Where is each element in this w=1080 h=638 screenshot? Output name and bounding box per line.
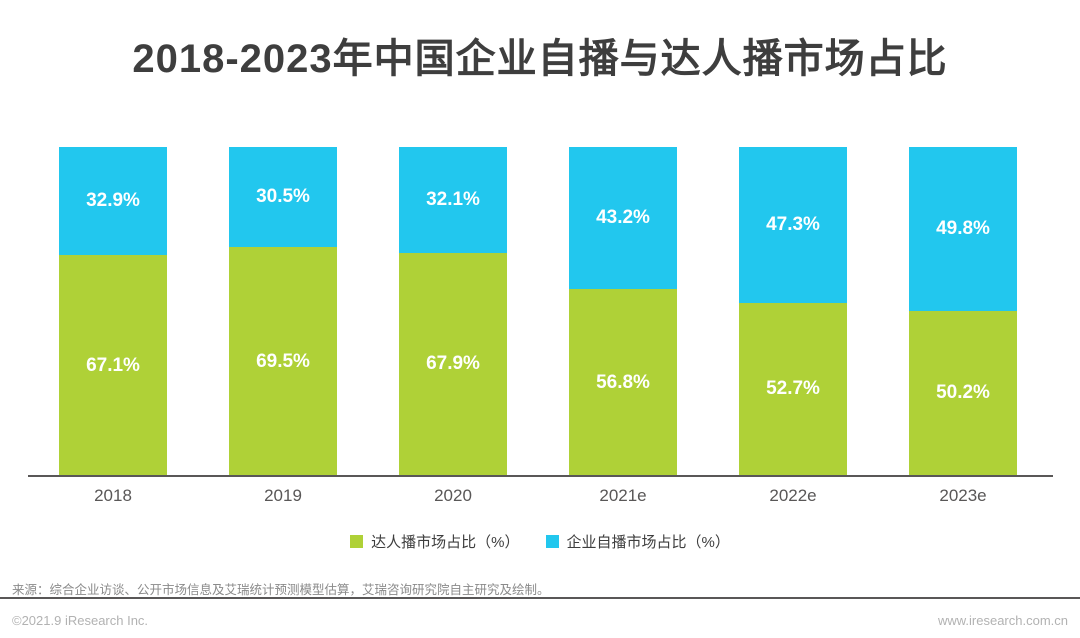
x-axis-label: 2020 [434,486,472,505]
bar-segment: 67.9% [399,252,507,476]
bar-segment: 32.9% [59,147,167,256]
x-axis-label: 2022e [769,486,817,505]
bar-2023e: 49.8% 50.2% [909,147,1017,476]
bar-2018: 32.9% 67.1% [59,147,167,476]
bar-segment: 47.3% [739,147,847,303]
x-axis-labels: 2018 2019 2020 2021e 2022e 2023e [59,486,1017,506]
x-axis-label: 2019 [264,486,302,505]
footer-bar: ©2021.9 iResearch Inc. www.iresearch.com… [12,613,1068,628]
x-axis-line [28,475,1053,477]
bar-segment: 67.1% [59,255,167,476]
value-label: 30.5% [256,186,310,208]
copyright-text: ©2021.9 iResearch Inc. [12,613,149,628]
bar-segment: 30.5% [229,147,337,248]
footer-divider [0,597,1080,599]
legend-swatch [545,535,559,548]
value-label: 49.8% [936,217,990,239]
source-note: 来源：综合企业访谈、公开市场信息及艾瑞统计预测模型估算，艾瑞咨询研究院自主研究及… [12,583,550,597]
legend-item: 企业自播市场占比（%） [545,531,730,552]
bar-segment: 43.2% [569,147,677,290]
bar-segment: 69.5% [229,247,337,476]
website-link[interactable]: www.iresearch.com.cn [937,613,1068,628]
bar-segment: 56.8% [569,289,677,476]
value-label: 50.2% [936,382,990,404]
bar-2022e: 47.3% 52.7% [739,147,847,476]
value-label: 69.5% [256,350,310,372]
bar-segment: 49.8% [909,147,1017,311]
value-label: 52.7% [766,378,820,400]
bar-2019: 30.5% 69.5% [229,147,337,476]
x-axis-label: 2018 [94,486,132,505]
legend-label: 达人播市场占比（%） [371,534,520,551]
legend-swatch [350,535,364,548]
legend-label: 企业自播市场占比（%） [566,534,730,551]
chart-legend: 达人播市场占比（%） 企业自播市场占比（%） [0,531,1080,552]
value-label: 47.3% [766,213,820,235]
stacked-bar-chart: 32.9% 67.1% 30.5% 69.5% 32.1% 67.9% 43.2% 56.8%… [28,147,1053,506]
bar-segment: 52.7% [739,302,847,476]
bars-container: 32.9% 67.1% 30.5% 69.5% 32.1% 67.9% 43.2% 56.8%… [59,147,1017,476]
x-axis-label: 2023e [939,486,987,505]
value-label: 56.8% [596,371,650,393]
value-label: 32.9% [86,190,140,212]
value-label: 32.1% [426,188,480,210]
bar-segment: 32.1% [399,147,507,253]
bar-segment: 50.2% [909,310,1017,476]
bar-2021e: 43.2% 56.8% [569,147,677,476]
legend-item: 达人播市场占比（%） [350,531,520,552]
bar-2020: 32.1% 67.9% [399,147,507,476]
value-label: 67.1% [86,354,140,376]
value-label: 43.2% [596,207,650,229]
x-axis-label: 2021e [599,486,647,505]
chart-title: 2018-2023年中国企业自播与达人播市场占比 [132,37,948,81]
value-label: 67.9% [426,353,480,375]
